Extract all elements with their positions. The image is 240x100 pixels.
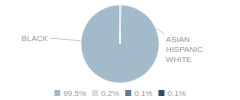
svg-text:BLACK: BLACK xyxy=(22,34,49,43)
svg-text:0.1%: 0.1% xyxy=(134,89,152,98)
svg-text:ASIAN: ASIAN xyxy=(166,35,190,44)
svg-text:0.1%: 0.1% xyxy=(167,89,185,98)
svg-text:0.2%: 0.2% xyxy=(101,89,119,98)
svg-text:WHITE: WHITE xyxy=(166,55,192,64)
svg-text:99.5%: 99.5% xyxy=(63,89,86,98)
svg-text:HISPANIC: HISPANIC xyxy=(166,45,203,54)
